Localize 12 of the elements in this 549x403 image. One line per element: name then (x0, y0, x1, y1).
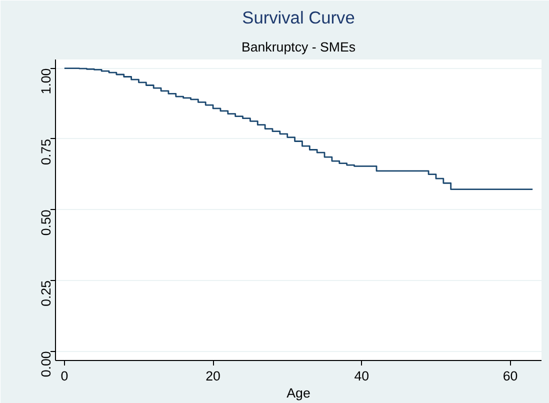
y-tick-label: 0.75 (38, 138, 54, 165)
x-axis-title: Age (286, 386, 310, 400)
chart-subtitle: Bankruptcy - SMEs (241, 40, 356, 54)
chart-title: Survival Curve (242, 8, 355, 28)
x-tick-label: 0 (60, 368, 68, 384)
y-tick-label: 0.50 (38, 210, 54, 236)
y-tick-label: 1.00 (38, 68, 54, 94)
y-tick-label: 0.25 (38, 280, 54, 306)
x-tick-label: 60 (502, 368, 518, 384)
x-tick-label: 40 (354, 368, 370, 384)
y-tick-label: 0.00 (38, 351, 54, 378)
x-tick-label: 20 (206, 368, 220, 384)
